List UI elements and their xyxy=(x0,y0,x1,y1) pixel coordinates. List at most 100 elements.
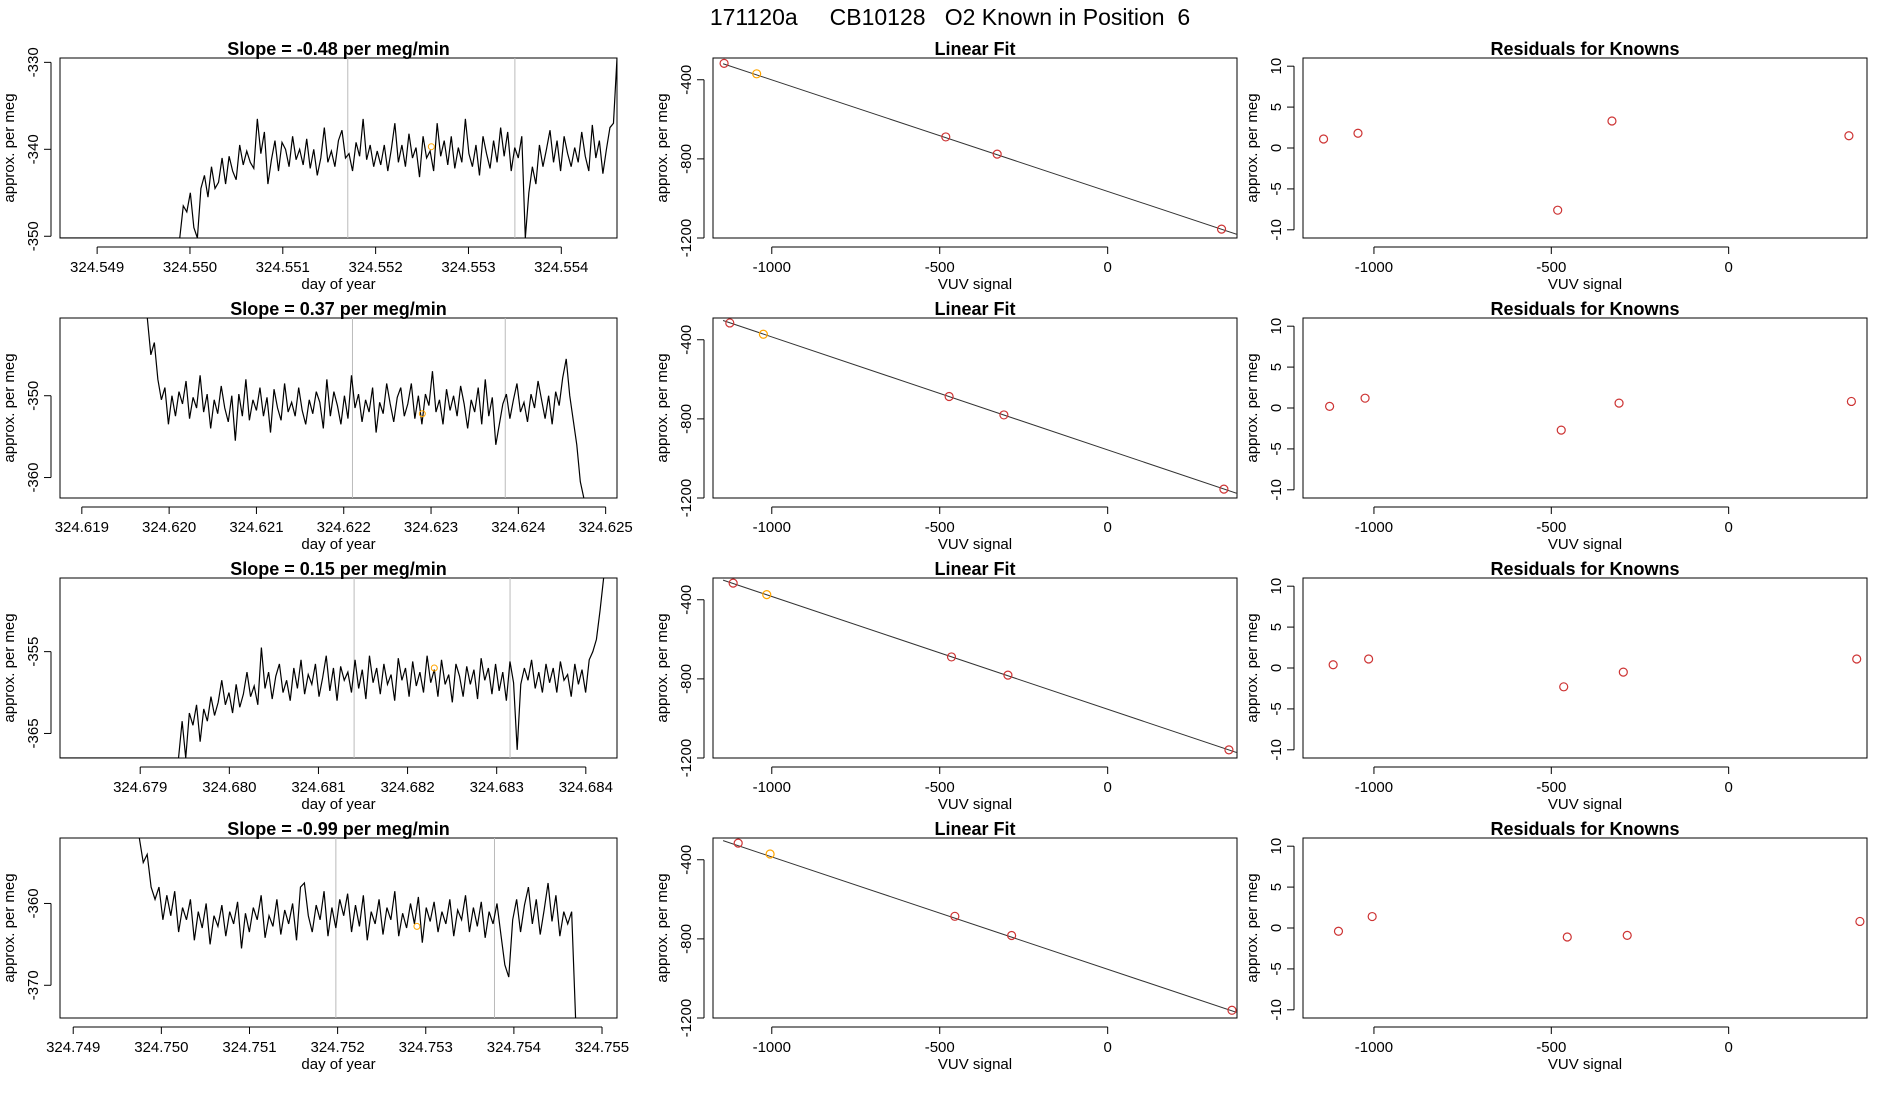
data-layer xyxy=(138,838,577,1018)
plot-frame xyxy=(1302,57,1868,239)
chart-title: Linear Fit xyxy=(934,819,1015,839)
data-point xyxy=(758,329,768,339)
series-line xyxy=(179,58,617,238)
y-tick-label: 5 xyxy=(1268,363,1285,371)
data-layer xyxy=(719,58,1237,235)
y-axis-label: approx. per meg xyxy=(654,873,671,982)
data-layer xyxy=(146,318,585,498)
plot-frame xyxy=(59,837,618,1019)
x-tick-label: -1000 xyxy=(753,259,791,276)
x-tick-label: 324.683 xyxy=(470,779,524,796)
x-tick-label: -500 xyxy=(925,259,955,276)
x-tick-label: 324.624 xyxy=(491,519,545,536)
x-axis-label: VUV signal xyxy=(1548,276,1622,293)
x-tick-label: 324.752 xyxy=(311,1039,365,1056)
residual-point xyxy=(1846,396,1856,407)
x-tick-label: 324.554 xyxy=(534,259,588,276)
data-point xyxy=(752,69,762,79)
y-axis-label: approx. per meg xyxy=(1244,873,1261,982)
data-point xyxy=(941,132,951,142)
y-tick-label: -5 xyxy=(1268,702,1285,715)
x-axis-label: VUV signal xyxy=(938,1056,1012,1073)
x-tick-label: 324.550 xyxy=(163,259,217,276)
x-tick-label: 324.751 xyxy=(222,1039,276,1056)
y-tick-label: -800 xyxy=(678,664,695,694)
x-tick-label: 0 xyxy=(1724,779,1732,796)
y-tick-label: -340 xyxy=(25,134,42,164)
x-axis-label: day of year xyxy=(301,536,375,553)
y-tick-label: -800 xyxy=(678,924,695,954)
x-tick-label: 324.750 xyxy=(134,1039,188,1056)
series-line xyxy=(146,318,585,498)
plot-frame xyxy=(1302,317,1868,499)
x-tick-label: -1000 xyxy=(753,519,791,536)
y-tick-label: -1200 xyxy=(678,739,695,777)
residual-point xyxy=(1364,654,1374,664)
x-tick-label: 0 xyxy=(1104,259,1112,276)
data-point xyxy=(765,849,775,859)
x-tick-label: 324.621 xyxy=(229,519,283,536)
y-tick-label: -1200 xyxy=(678,219,695,257)
highlight-point xyxy=(430,664,438,672)
plot-frame xyxy=(712,57,1238,239)
y-axis-label: approx. per meg xyxy=(1244,353,1261,462)
x-axis-label: day of year xyxy=(301,1056,375,1073)
y-tick-label: -330 xyxy=(25,47,42,77)
x-tick-label: 324.679 xyxy=(113,779,167,796)
fit-line xyxy=(722,320,1237,494)
chart-linear-fit-row-1: Linear Fit -1000 -500 0 VUV signal -400 -800 -1… xyxy=(654,39,1238,293)
x-tick-label: 324.552 xyxy=(349,259,403,276)
data-layer xyxy=(1333,911,1865,942)
chart-title: Residuals for Knowns xyxy=(1490,299,1679,319)
y-axis-label: approx. per meg xyxy=(1,93,18,202)
chart-linear-fit-row-2: Linear Fit -1000 -500 0 VUV signal -400 -800 -1… xyxy=(654,299,1238,553)
x-tick-label: 0 xyxy=(1104,1039,1112,1056)
y-tick-label: -10 xyxy=(1268,479,1285,501)
residual-point xyxy=(1556,425,1566,435)
chart-title: Linear Fit xyxy=(934,39,1015,59)
x-tick-label: -1000 xyxy=(753,1039,791,1056)
y-axis-label: approx. per meg xyxy=(1,353,18,462)
x-tick-label: 0 xyxy=(1104,779,1112,796)
x-tick-label: -500 xyxy=(925,519,955,536)
y-tick-label: -350 xyxy=(25,221,42,251)
chart-title: Residuals for Knowns xyxy=(1490,819,1679,839)
chart-title: Linear Fit xyxy=(934,299,1015,319)
y-tick-label: 10 xyxy=(1268,578,1285,595)
x-tick-label: -500 xyxy=(1536,779,1566,796)
chart-time-series-row-2: Slope = 0.37 per meg/min 324.619 324.620 32… xyxy=(1,299,633,553)
residual-point xyxy=(1325,401,1335,411)
plot-frame xyxy=(712,317,1238,499)
chart-title: Residuals for Knowns xyxy=(1490,559,1679,579)
data-point xyxy=(1224,745,1234,755)
y-tick-label: -1200 xyxy=(678,479,695,517)
y-tick-label: 0 xyxy=(1268,664,1285,672)
data-layer xyxy=(722,578,1237,755)
y-tick-label: 10 xyxy=(1268,318,1285,335)
residual-point xyxy=(1607,116,1617,126)
x-tick-label: 0 xyxy=(1104,519,1112,536)
plot-frame xyxy=(712,837,1238,1019)
y-tick-label: 5 xyxy=(1268,103,1285,111)
y-tick-label: 0 xyxy=(1268,144,1285,152)
x-tick-label: 0 xyxy=(1724,519,1732,536)
x-tick-label: -500 xyxy=(1536,519,1566,536)
chart-title: Slope = 0.37 per meg/min xyxy=(230,299,447,319)
y-axis-label: approx. per meg xyxy=(1,873,18,982)
y-axis-label: approx. per meg xyxy=(654,93,671,202)
x-axis-label: VUV signal xyxy=(938,796,1012,813)
x-tick-label: 324.553 xyxy=(441,259,495,276)
x-tick-label: -1000 xyxy=(1355,779,1393,796)
x-tick-label: 324.754 xyxy=(487,1039,541,1056)
y-tick-label: 5 xyxy=(1268,623,1285,631)
x-tick-label: 324.620 xyxy=(142,519,196,536)
data-layer xyxy=(1318,116,1854,215)
x-tick-label: 324.682 xyxy=(380,779,434,796)
x-tick-label: 324.623 xyxy=(404,519,458,536)
data-point xyxy=(762,590,772,600)
x-tick-label: 324.622 xyxy=(317,519,371,536)
residual-point xyxy=(1562,932,1572,942)
data-point xyxy=(725,318,735,328)
residual-point xyxy=(1333,926,1344,936)
data-point xyxy=(946,652,957,662)
